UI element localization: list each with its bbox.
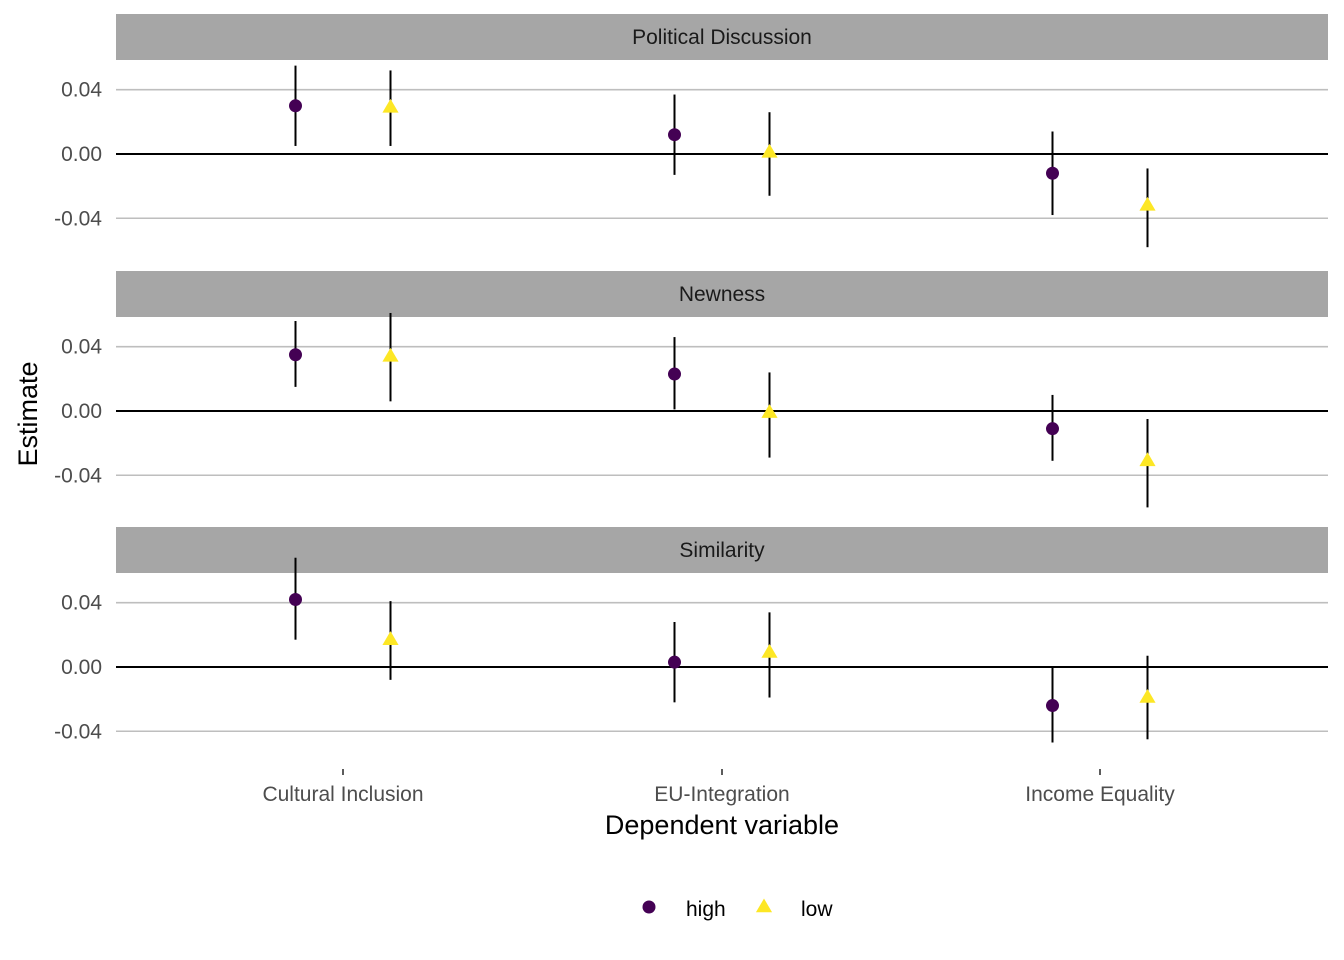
y-tick-label: -0.04 (54, 207, 102, 230)
point-high (1046, 166, 1059, 180)
facet-panel: Political Discussion 0.04 0.00 -0.04 (54, 14, 1328, 248)
y-tick-label: 0.04 (61, 592, 102, 615)
x-tick-label: Income Equality (1025, 783, 1175, 806)
point-high (668, 128, 681, 142)
y-tick-label: 0.00 (61, 143, 102, 166)
x-tick-label: Cultural Inclusion (262, 783, 423, 806)
legend-key-high (642, 900, 656, 914)
point-low (382, 98, 399, 113)
x-axis: Cultural Inclusion EU-Integration Income E… (262, 769, 1175, 806)
point-high (289, 593, 302, 607)
legend-key-low (755, 898, 773, 913)
point-low (382, 347, 399, 362)
point-high (1046, 422, 1059, 436)
y-tick-label: 0.04 (61, 79, 102, 102)
facet-strip (116, 271, 1328, 317)
y-tick-label: 0.00 (61, 400, 102, 423)
facet-strip (116, 527, 1328, 573)
facet-strip (116, 14, 1328, 60)
point-high (668, 655, 681, 669)
point-low (1139, 452, 1156, 467)
y-axis-title: Estimate (13, 361, 43, 466)
facet-strip-label: Newness (679, 283, 765, 306)
point-high (289, 348, 302, 362)
facet-strip-label: Political Discussion (632, 26, 812, 49)
point-high (1046, 699, 1059, 713)
legend: high low (642, 898, 833, 921)
point-low (1139, 689, 1156, 703)
facet-panel: Newness 0.04 0.00 -0.04 (54, 271, 1328, 508)
point-high (668, 367, 681, 381)
point-low (761, 143, 778, 158)
point-low (761, 644, 778, 658)
y-tick-label: 0.00 (61, 656, 102, 679)
y-tick-label: -0.04 (54, 464, 102, 487)
legend-label-high: high (686, 898, 726, 921)
point-low (1139, 196, 1156, 211)
point-low (761, 404, 778, 418)
x-tick-label: EU-Integration (654, 783, 789, 806)
legend-label-low: low (801, 898, 833, 921)
facet-panels: Political Discussion0.040.00-0.04Newness… (54, 14, 1328, 806)
y-tick-label: 0.04 (61, 336, 102, 359)
facet-strip-label: Similarity (679, 539, 765, 562)
facet-panel: Similarity 0.04 0.00 -0.04 (54, 527, 1328, 743)
point-low (382, 631, 399, 645)
x-axis-title: Dependent variable (605, 810, 839, 840)
y-tick-label: -0.04 (54, 720, 102, 743)
point-high (289, 99, 302, 113)
